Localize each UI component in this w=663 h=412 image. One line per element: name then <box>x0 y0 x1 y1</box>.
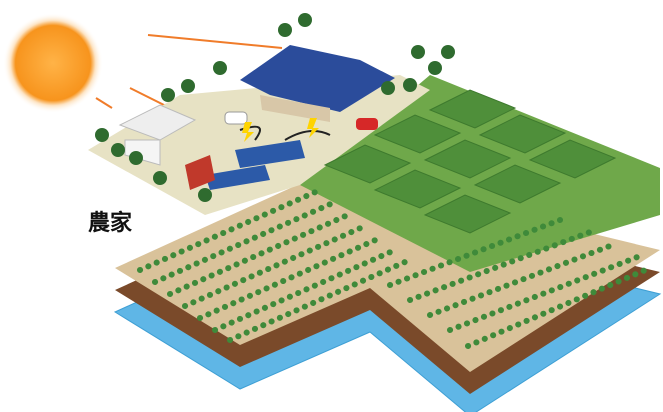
green-plots <box>323 89 617 234</box>
houses <box>118 45 395 190</box>
farm-label: 農家 <box>88 210 133 236</box>
crop-rows <box>137 187 653 349</box>
trees <box>95 13 455 202</box>
